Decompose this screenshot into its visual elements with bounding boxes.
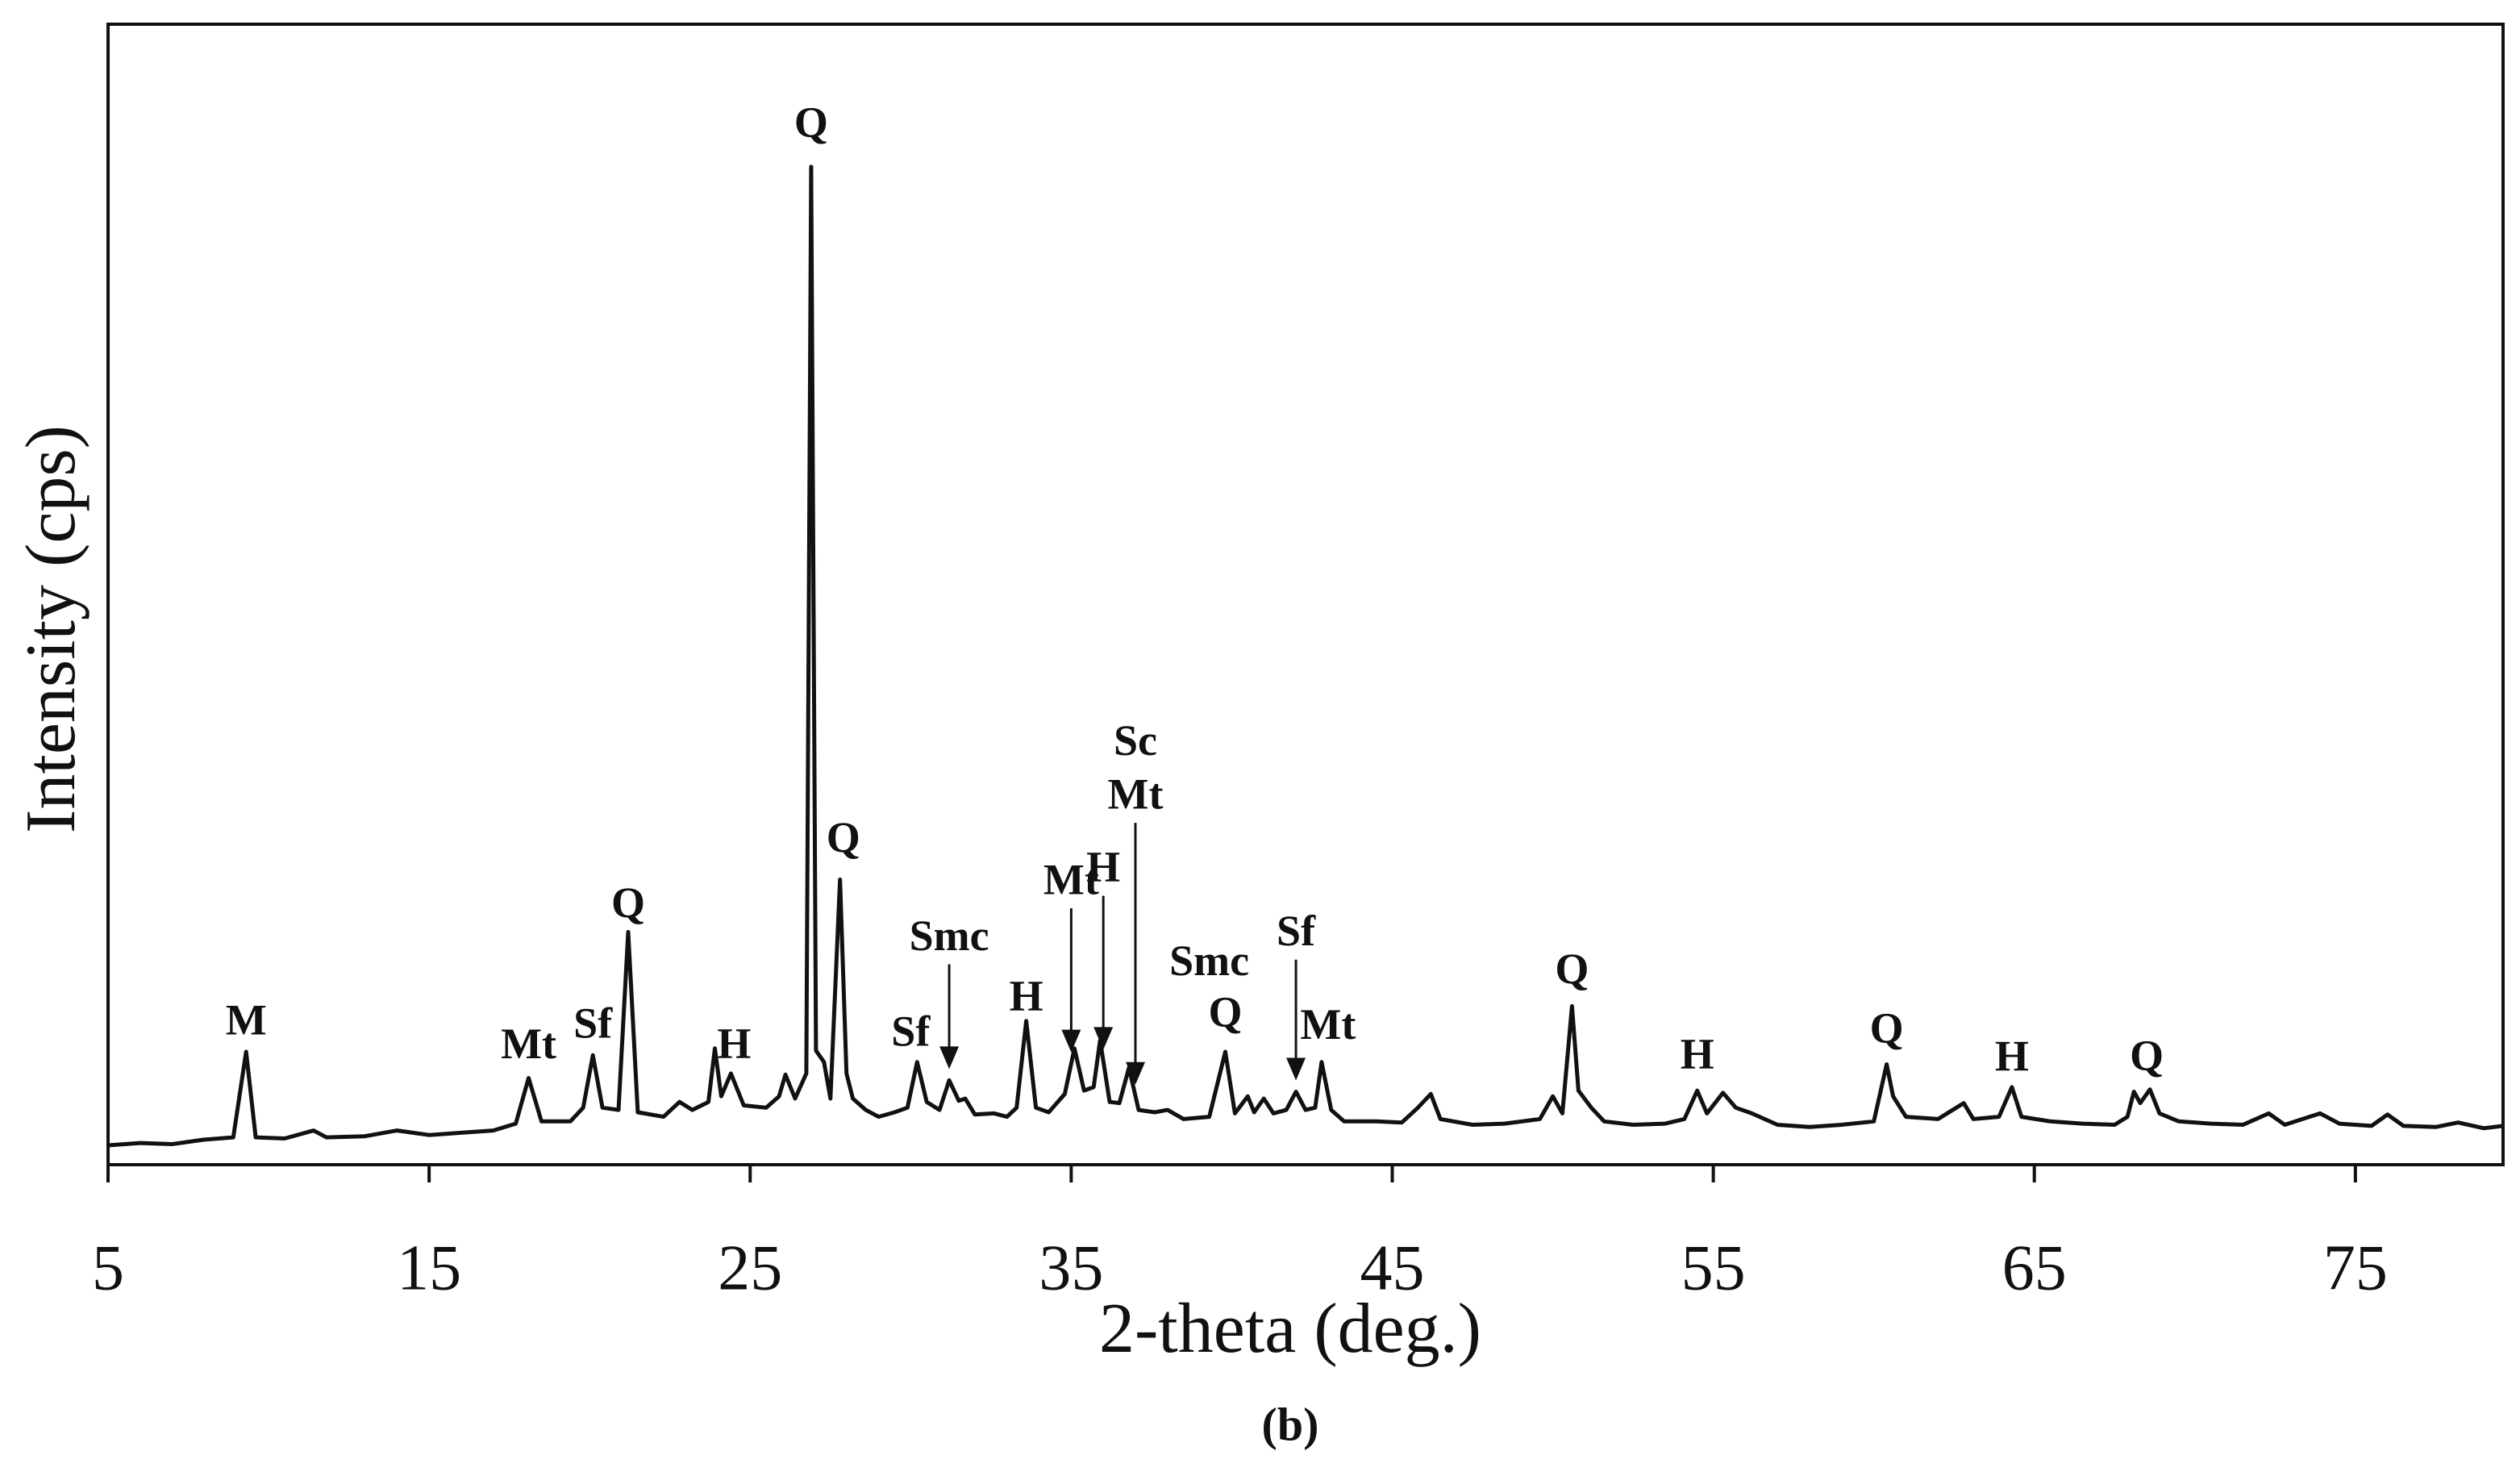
peak-label: Mt: [1300, 1000, 1356, 1049]
peak-label: Q: [1555, 944, 1589, 993]
peak-label: Mt: [501, 1020, 556, 1068]
peak-label: Sc: [1114, 716, 1157, 765]
x-tick-label: 55: [1681, 1232, 1746, 1303]
peak-label: Q: [1208, 988, 1242, 1036]
peak-label: Q: [827, 813, 860, 861]
peak-label: Q: [2130, 1031, 2164, 1079]
arrow-head: [1125, 1061, 1145, 1085]
x-tick-label: 5: [92, 1232, 124, 1303]
peak-label: Sf: [573, 999, 613, 1048]
peak-label: Q: [794, 98, 828, 147]
y-axis-title: Intensity (cps): [12, 425, 90, 833]
arrow-head: [1286, 1057, 1306, 1081]
peak-label: H: [717, 1020, 751, 1068]
peak-label: Mt: [1043, 856, 1099, 904]
peak-label: M: [226, 995, 267, 1044]
x-tick-label: 75: [2323, 1232, 2388, 1303]
peak-label: Smc: [1169, 936, 1249, 985]
peak-label: Mt: [1108, 769, 1164, 818]
x-tick-label: 65: [2002, 1232, 2067, 1303]
peak-label: Q: [1870, 1003, 1904, 1052]
x-tick-label: 15: [397, 1232, 461, 1303]
x-axis-title: 2-theta (deg.): [1099, 1290, 1481, 1368]
caption: (b): [1262, 1398, 1319, 1450]
peak-label: H: [1681, 1030, 1714, 1078]
peak-label: Sf: [1277, 907, 1316, 955]
peak-label: Smc: [910, 911, 989, 960]
arrow-head: [939, 1046, 960, 1070]
plot-frame: [106, 23, 2505, 1166]
arrow-head: [1061, 1029, 1081, 1053]
xrd-line: [107, 165, 2504, 1148]
x-tick-label: 25: [718, 1232, 782, 1303]
arrow-head: [1093, 1027, 1114, 1050]
peak-label: Q: [611, 878, 645, 927]
peak-label: H: [1086, 843, 1120, 891]
peak-label: H: [1995, 1032, 2029, 1081]
x-tick-label: 35: [1039, 1232, 1103, 1303]
peak-label: Sf: [891, 1007, 931, 1056]
x-tick-label: 45: [1360, 1232, 1424, 1303]
peak-label: H: [1010, 972, 1043, 1020]
